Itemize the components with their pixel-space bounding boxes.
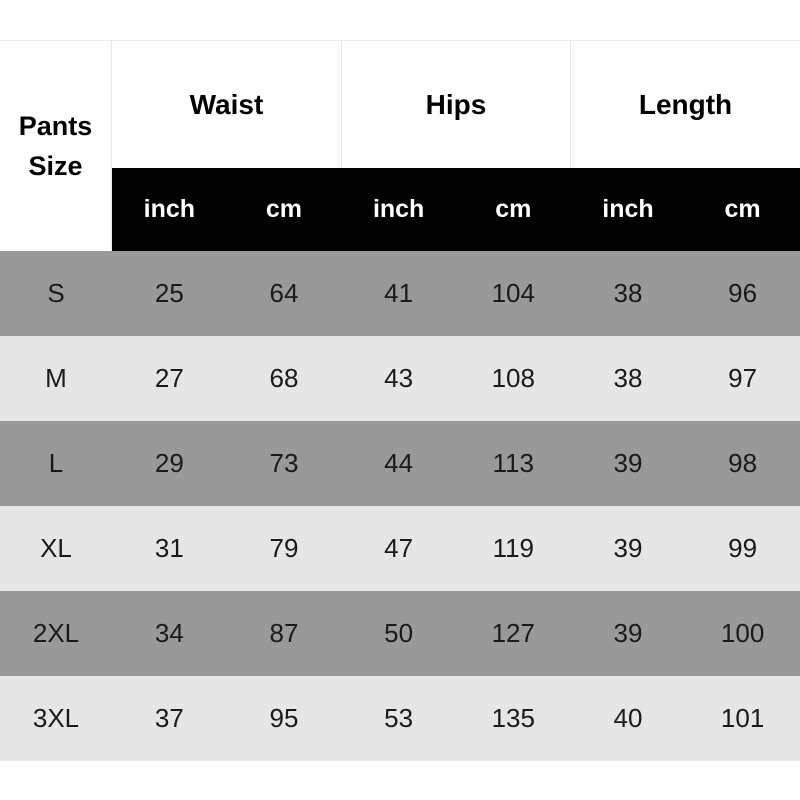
cell-length-cm: 101 (720, 703, 765, 733)
header-cell-pants-size: Pants Size (0, 41, 112, 251)
pants-size-label-line2: Size (28, 151, 83, 181)
cell-size: L (48, 448, 64, 478)
cell-waist-cm: 95 (269, 703, 299, 733)
header-group-length: Length (571, 41, 800, 168)
header-unit-hips-inch: inch (372, 195, 425, 223)
cell-length-inch: 40 (613, 703, 643, 733)
table-header: Pants Size Waist Hips Length inch cm inc… (0, 41, 800, 251)
table-row: M 27 68 43 108 38 97 (0, 336, 800, 421)
cell-hips-cm: 127 (491, 618, 535, 648)
cell-waist-cm: 68 (269, 363, 299, 393)
cell-hips-cm: 104 (491, 278, 535, 308)
cell-waist-cm: 79 (269, 533, 299, 563)
table-row: XL 31 79 47 119 39 99 (0, 506, 800, 591)
cell-waist-cm: 73 (269, 448, 299, 478)
header-unit-hips-cm: cm (495, 195, 532, 223)
table-row: 2XL 34 87 50 127 39 100 (0, 591, 800, 676)
cell-waist-inch: 31 (154, 533, 184, 563)
header-unit-waist-inch: inch (143, 195, 196, 223)
table-row: L 29 73 44 113 39 98 (0, 421, 800, 506)
cell-size: 2XL (32, 618, 80, 648)
header-unit-length-inch: inch (602, 195, 654, 223)
cell-waist-inch: 37 (154, 703, 184, 733)
cell-length-inch: 38 (613, 278, 643, 308)
cell-hips-cm: 119 (492, 533, 535, 563)
cell-waist-inch: 34 (154, 618, 184, 648)
cell-size: 3XL (32, 703, 80, 733)
table-row: 3XL 37 95 53 135 40 101 (0, 676, 800, 761)
cell-hips-inch: 53 (384, 703, 414, 733)
cell-waist-cm: 87 (269, 618, 299, 648)
cell-size: XL (40, 533, 72, 563)
cell-waist-inch: 29 (154, 448, 184, 478)
cell-hips-inch: 43 (384, 363, 414, 393)
cell-hips-inch: 47 (384, 533, 414, 563)
cell-hips-cm: 135 (491, 703, 535, 733)
size-chart-table: Pants Size Waist Hips Length inch cm inc… (0, 40, 800, 761)
cell-hips-cm: 108 (491, 363, 535, 393)
cell-waist-inch: 25 (154, 278, 184, 308)
cell-length-cm: 99 (728, 533, 758, 563)
cell-length-inch: 39 (613, 618, 643, 648)
cell-hips-cm: 113 (492, 448, 535, 478)
cell-hips-inch: 50 (384, 618, 414, 648)
cell-length-inch: 39 (613, 533, 643, 563)
cell-size: S (47, 278, 65, 308)
header-group-waist: Waist (112, 41, 342, 168)
cell-size: M (45, 363, 67, 393)
header-group-hips: Hips (342, 41, 571, 168)
header-unit-length-cm: cm (724, 195, 761, 223)
cell-waist-inch: 27 (154, 363, 184, 393)
unit-header-row: inch cm inch cm inch cm (112, 168, 800, 251)
cell-length-inch: 38 (613, 363, 643, 393)
measurement-group-header-row: Waist Hips Length (112, 41, 800, 168)
cell-length-cm: 96 (728, 278, 758, 308)
cell-waist-cm: 64 (269, 278, 299, 308)
cell-length-cm: 100 (720, 618, 765, 648)
table-row: S 25 64 41 104 38 96 (0, 251, 800, 336)
header-unit-waist-cm: cm (265, 195, 303, 223)
cell-length-inch: 39 (613, 448, 643, 478)
cell-hips-inch: 41 (384, 278, 414, 308)
pants-size-label-line1: Pants (18, 110, 93, 141)
cell-length-cm: 98 (728, 448, 758, 478)
cell-hips-inch: 44 (384, 448, 414, 478)
cell-length-cm: 97 (728, 363, 758, 393)
